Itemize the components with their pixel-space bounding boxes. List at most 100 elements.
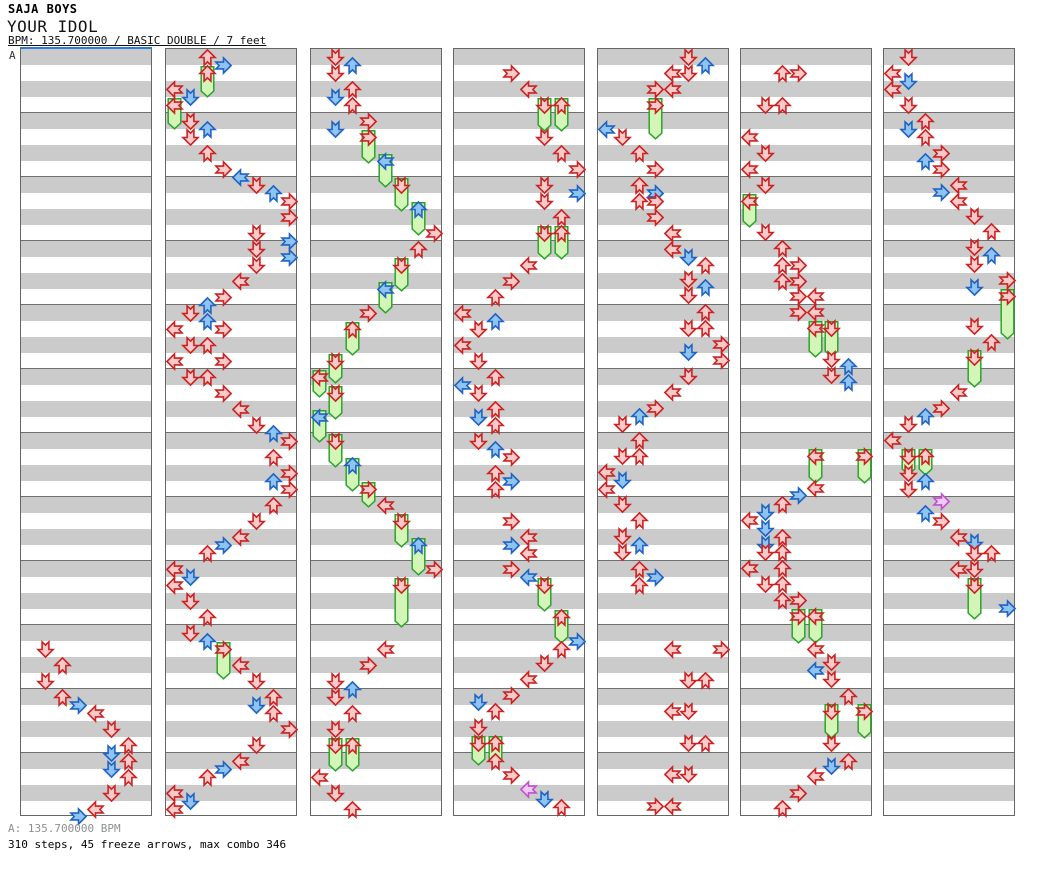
arrow-up (695, 671, 715, 690)
arrow-left (519, 527, 538, 547)
arrow-down (679, 318, 699, 337)
measure-line (884, 368, 1014, 369)
arrow-down (181, 591, 201, 610)
arrow-up-8th (838, 357, 858, 376)
measure-line (741, 176, 871, 177)
measure-line (21, 240, 151, 241)
arrow-right (646, 398, 665, 418)
arrow-down (965, 347, 985, 366)
arrow-down (679, 366, 699, 385)
arrow-right (502, 559, 521, 579)
stats-line: 310 steps, 45 freeze arrows, max combo 3… (8, 838, 287, 851)
measure-line (21, 560, 151, 561)
arrow-up-8th (915, 152, 935, 171)
measure-line (21, 368, 151, 369)
arrow-up (772, 495, 792, 514)
measure-line (454, 624, 584, 625)
arrow-up (342, 80, 362, 99)
arrow-right (998, 270, 1017, 290)
arrow-down (36, 671, 56, 690)
measure-line (598, 240, 728, 241)
arrow-down (822, 669, 842, 688)
arrow-up (551, 144, 571, 163)
freeze-body-right (1000, 289, 1015, 344)
arrow-down-8th (102, 759, 122, 778)
measure-line (741, 432, 871, 433)
arrow-left (806, 766, 825, 786)
arrow-right (214, 319, 233, 339)
arrow-down (181, 623, 201, 642)
arrow-right (214, 351, 233, 371)
arrow-down (822, 733, 842, 752)
stepchart-panel-5 (597, 47, 731, 816)
arrow-down-8th (679, 342, 699, 361)
arrow-right (280, 463, 299, 483)
arrow-down (469, 733, 489, 752)
arrow-right (425, 559, 444, 579)
arrow-left (663, 79, 682, 99)
arrow-up-8th (981, 246, 1001, 265)
arrow-down-8th (899, 119, 919, 138)
stepchart-panel-2 (165, 48, 299, 819)
measure-line (741, 112, 871, 113)
arrow-down-8th (756, 534, 776, 553)
arrow-down-8th (756, 518, 776, 537)
measure-line (311, 560, 441, 561)
measure-line (166, 560, 296, 561)
arrow-right-8th (280, 247, 299, 267)
arrow-up (263, 496, 283, 515)
arrow-up (342, 320, 362, 339)
arrow-up-8th (695, 278, 715, 297)
arrow-down (392, 255, 412, 274)
measure-line (454, 368, 584, 369)
arrow-right-8th (69, 695, 88, 715)
arrow-right (214, 639, 233, 659)
arrow-up-8th (629, 536, 649, 555)
arrow-down (899, 463, 919, 482)
measure-line (21, 752, 151, 753)
arrow-right (214, 383, 233, 403)
arrow-down (613, 414, 633, 433)
arrow-up-8th (342, 56, 362, 75)
arrow-up (772, 559, 792, 578)
measure-line (21, 112, 151, 113)
arrow-right (502, 271, 521, 291)
measure-line (741, 368, 871, 369)
measure-line (311, 176, 441, 177)
arrow-down (326, 431, 346, 450)
arrow-up (197, 48, 217, 67)
arrow-up-8th (695, 56, 715, 75)
arrow-down (613, 542, 633, 561)
arrow-right (646, 159, 665, 179)
arrow-left (597, 479, 616, 499)
arrow-up (772, 64, 792, 83)
arrow-up-8th (342, 456, 362, 475)
arrow-down (36, 639, 56, 658)
arrow-up (695, 303, 715, 322)
arrow-left (165, 351, 184, 371)
measure-line (884, 688, 1014, 689)
arrow-up (629, 192, 649, 211)
arrow-down-8th (535, 789, 555, 808)
arrow-left-16th (519, 779, 538, 799)
arrow-right (855, 701, 874, 721)
arrow-right (359, 127, 378, 147)
arrow-right (502, 63, 521, 83)
arrow-left (165, 319, 184, 339)
measure-line (884, 432, 1014, 433)
measure-line (741, 560, 871, 561)
arrow-left (597, 462, 616, 482)
arrow-right (932, 159, 951, 179)
arrow-left-8th (310, 407, 329, 427)
arrow-up (197, 64, 217, 83)
stepchart-panel-7 (883, 47, 1017, 816)
arrow-down (822, 365, 842, 384)
arrow-down (181, 303, 201, 322)
measure-line (741, 240, 871, 241)
arrow-up-8th (263, 184, 283, 203)
arrow-right (789, 271, 808, 291)
stepchart-panel-6 (740, 48, 874, 818)
arrow-right (712, 350, 731, 370)
arrow-down (613, 494, 633, 513)
arrow-down (965, 559, 985, 578)
